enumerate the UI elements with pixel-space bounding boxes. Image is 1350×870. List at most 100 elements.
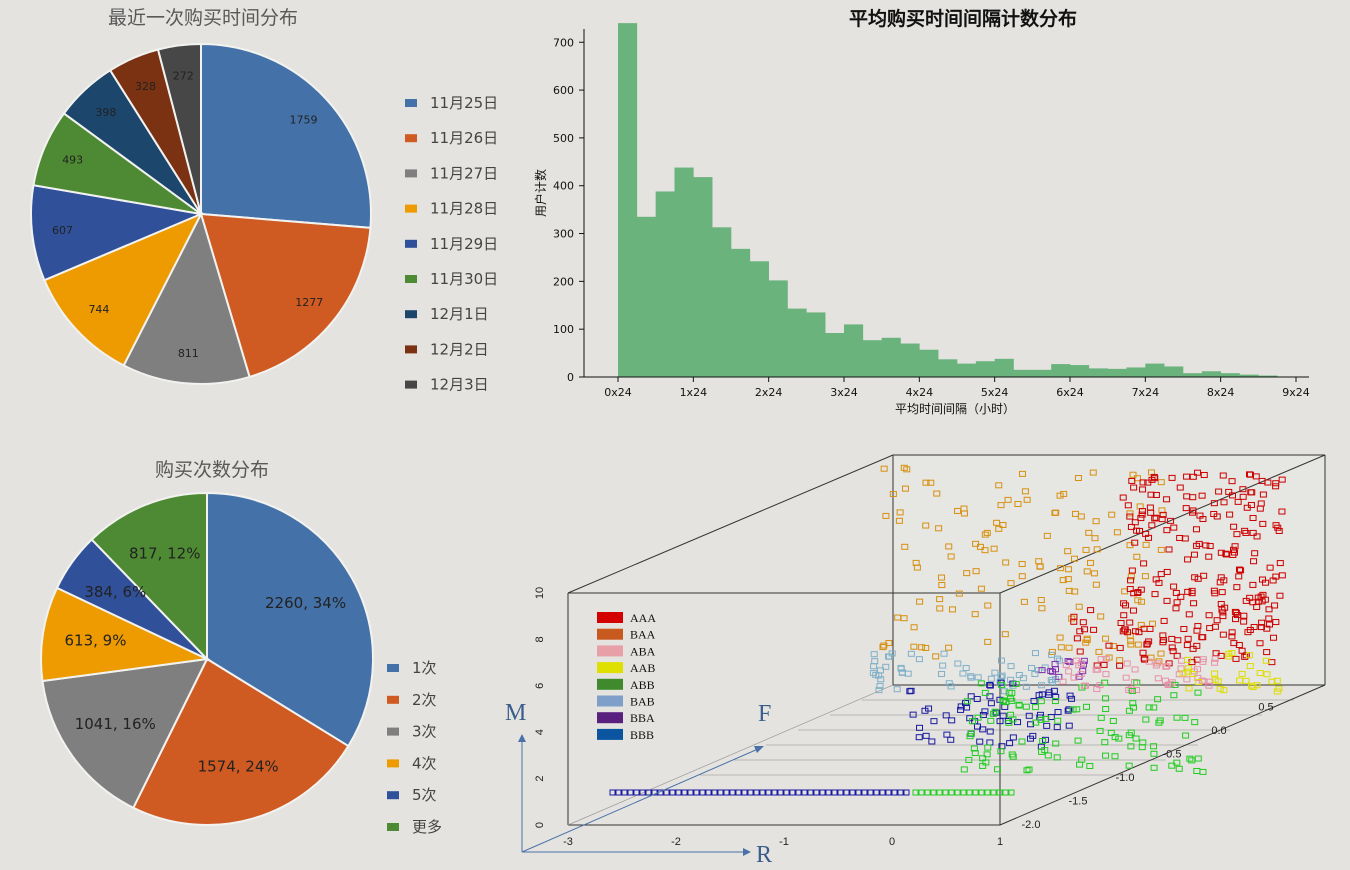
sc-point-aba-14 <box>1211 655 1219 662</box>
sc-point-bab-41 <box>870 651 878 658</box>
sc-point-bab-58 <box>876 682 884 689</box>
sc-point-aaa2-9 <box>1185 611 1193 618</box>
hist-bar-20 <box>994 358 1014 377</box>
sc-point-baa-0 <box>879 644 887 651</box>
sc-y-tick-4: 0.0 <box>1211 725 1226 737</box>
sc-point-abb-91 <box>1022 703 1030 710</box>
sc-point-bab-28 <box>962 664 970 671</box>
sc-point-aaa-155 <box>1190 551 1198 558</box>
sc-point-bbb-2 <box>1068 695 1076 702</box>
rfm-3d-scatter: 0 2 4 6 8 10 -3 -2 -1 0 1 -2.0 -1.5 -1.0 -0.5 0.0 0.5 AA… <box>505 454 1326 868</box>
sc-point-bab-32 <box>1015 671 1023 678</box>
sc-point-aaa2-20 <box>1076 648 1084 655</box>
sc-point-bab-45 <box>974 674 982 681</box>
sc-point-aaa-44 <box>1235 641 1243 648</box>
sc-point-aaa-34 <box>1159 511 1167 518</box>
sc-point-bbb-22 <box>986 728 994 735</box>
sc-point-bbb-line-6 <box>645 789 652 796</box>
sc-point-aab-16 <box>1189 670 1197 677</box>
sc-y-tick-1: -1.5 <box>1069 796 1088 808</box>
pie1-data-label-8: 272 <box>173 70 194 83</box>
sc-point-aaa-63 <box>1233 584 1241 591</box>
sc-point-aab-14 <box>1253 682 1261 689</box>
sc-point-aaa-209 <box>1228 629 1236 636</box>
sc-point-abb-98 <box>997 748 1005 755</box>
sc-point-baa-36 <box>1142 541 1150 548</box>
sc-point-aaa-91 <box>1233 531 1241 538</box>
sc-point-baa-47 <box>918 644 926 651</box>
sc-point-aba-13 <box>1183 676 1191 683</box>
sc-point-abb-line-4 <box>936 789 943 796</box>
sc-point-aaa-196 <box>1225 488 1233 495</box>
pie2-legend-label-5: 更多 <box>412 818 442 836</box>
pie2-legend-swatch-5 <box>387 823 399 831</box>
sc-legend-swatch-7 <box>597 728 623 740</box>
sc-point-abb-65 <box>1186 755 1194 762</box>
sc-point-aaa-212 <box>1139 486 1147 493</box>
sc-point-abb-73 <box>1102 752 1110 759</box>
sc-point-baa-15 <box>983 529 991 536</box>
sc-point-bbb-line-5 <box>639 789 646 796</box>
sc-point-abb-5 <box>1173 714 1181 721</box>
sc-point-aaa-56 <box>1128 477 1136 484</box>
sc-point-aaa-78 <box>1278 508 1286 515</box>
hist-bar-17 <box>938 359 958 377</box>
sc-point-aaa-168 <box>1184 588 1192 595</box>
sc-point-aab-12 <box>1211 676 1219 683</box>
sc-point-abb-96 <box>1109 717 1117 724</box>
sc-point-baa-51 <box>882 512 890 519</box>
sc-point-aaa-157 <box>1244 629 1252 636</box>
hist-bar-6 <box>731 248 751 377</box>
sc-point-abb-86 <box>1155 719 1163 726</box>
sc-point-bab-20 <box>1031 671 1039 678</box>
pie1-legend-label-1: 11月26日 <box>430 129 498 147</box>
sc-point-aaa-152 <box>1238 647 1246 654</box>
sc-point-abb-80 <box>1012 680 1020 687</box>
hist-xlabel: 平均时间间隔（小时） <box>895 402 1015 416</box>
sc-point-abb-94 <box>967 730 975 737</box>
sc-point-abb-line-9 <box>966 789 973 796</box>
sc-point-aaa-214 <box>1138 511 1146 518</box>
sc-point-abb-1 <box>983 751 991 758</box>
sc-point-aaa-100 <box>1257 624 1265 631</box>
sc-point-abb-88 <box>1015 701 1023 708</box>
hist-bar-29 <box>1164 366 1184 377</box>
sc-point-bbb-line-32 <box>801 789 808 796</box>
sc-point-bbb-line-24 <box>753 789 760 796</box>
hist-y-tick-label-7: 700 <box>553 36 574 49</box>
sc-point-baa-39 <box>972 540 980 547</box>
sc-point-bbb-59 <box>906 688 914 695</box>
sc-point-aaa-138 <box>1243 504 1251 511</box>
sc-point-abb-24 <box>1101 679 1109 686</box>
sc-point-baa-3 <box>971 611 979 618</box>
pie2-data-label-5: 817, 12% <box>129 544 201 562</box>
hist-y-tick-label-1: 100 <box>553 323 574 336</box>
sc-point-aaa-114 <box>1172 589 1180 596</box>
hist-bar-4 <box>693 177 713 377</box>
sc-point-bab-33 <box>1022 683 1030 690</box>
sc-point-bab-46 <box>882 663 890 670</box>
sc-point-aaa-96 <box>1126 513 1134 520</box>
sc-point-abb-line-6 <box>948 789 955 796</box>
sc-point-aaa-171 <box>1137 515 1145 522</box>
sc-point-baa-127 <box>945 644 953 651</box>
sc-point-aaa-165 <box>1263 649 1271 656</box>
sc-point-aaa2-12 <box>1159 639 1167 646</box>
sc-point-aaa-127 <box>1240 618 1248 625</box>
sc-point-bbb-23 <box>922 732 930 739</box>
sc-point-abb-78 <box>1074 737 1082 744</box>
sc-point-aaa-177 <box>1265 615 1273 622</box>
sc-point-aaa-59 <box>1235 566 1243 573</box>
sc-point-baa-128 <box>1097 613 1105 620</box>
sc-point-aab-17 <box>1220 687 1228 694</box>
sc-point-aaa-149 <box>1189 473 1197 480</box>
pie2-data-label-0: 2260, 34% <box>265 594 346 612</box>
sc-point-abb-72 <box>1039 738 1047 745</box>
sc-point-bab-25 <box>938 670 946 677</box>
sc-point-baa-82 <box>935 525 943 532</box>
sc-point-bab-0 <box>987 675 995 682</box>
pie1-legend-label-5: 11月30日 <box>430 270 498 288</box>
sc-point-aba-32 <box>1094 666 1102 673</box>
sc-point-aab-0 <box>1216 685 1224 692</box>
sc-point-baa-90 <box>1004 496 1012 503</box>
